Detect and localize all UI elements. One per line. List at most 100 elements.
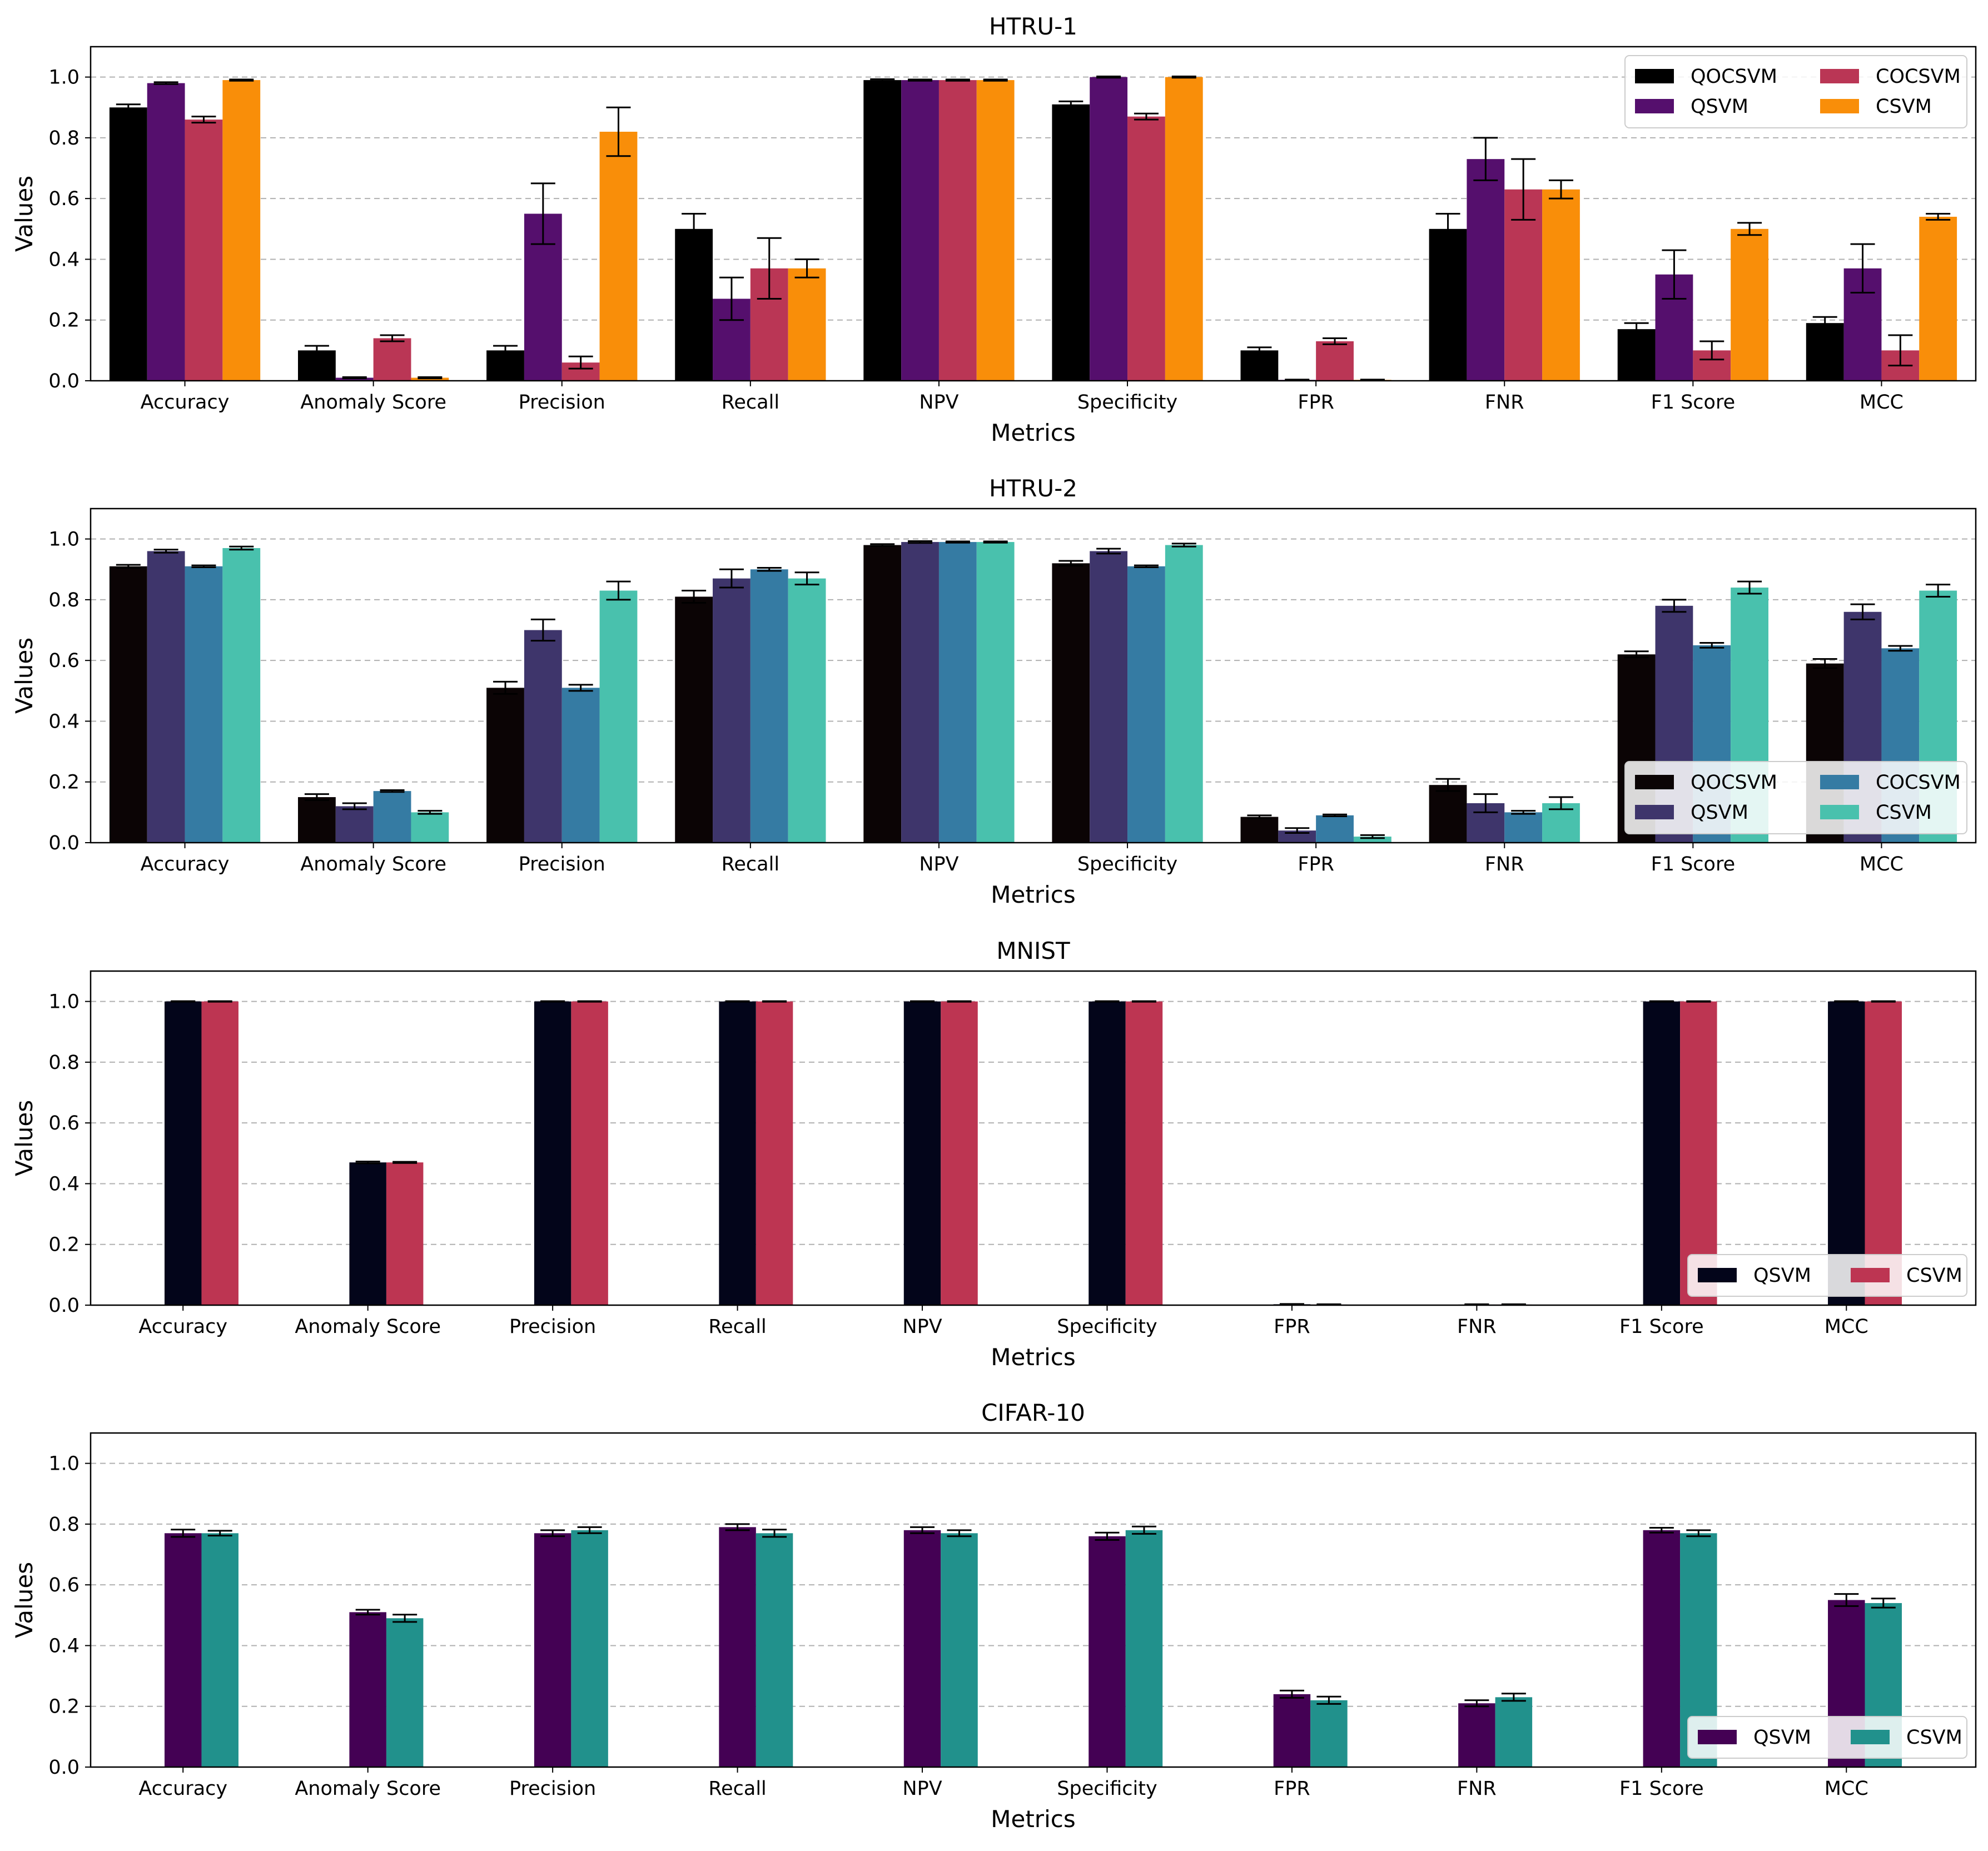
error-bar — [1737, 222, 1762, 236]
error-bar — [983, 78, 1008, 82]
x-tick-label: FNR — [1485, 391, 1524, 414]
error-bar — [606, 580, 631, 601]
error-bar — [762, 1529, 787, 1538]
error-bar — [540, 1529, 565, 1537]
bar-csvm-precision — [599, 131, 638, 381]
error-bar — [392, 1161, 418, 1164]
legend: QSVM CSVM — [1687, 1254, 1967, 1297]
legend-item-qsvm: QSVM — [1698, 1726, 1811, 1749]
bar-cocsvm-recall — [750, 569, 788, 843]
error-bar — [1737, 580, 1762, 595]
legend-item-qsvm: QSVM — [1698, 1265, 1811, 1287]
bar-qsvm-accuracy — [147, 83, 185, 381]
bar-csvm-anomaly-score — [411, 377, 449, 381]
error-bar — [794, 571, 819, 586]
error-bar — [304, 793, 329, 802]
bar-csvm-fnr — [1495, 1697, 1533, 1767]
legend-label: CSVM — [1876, 802, 1932, 824]
bar-csvm-npv — [976, 542, 1015, 843]
error-bar — [757, 567, 782, 572]
x-tick-label: NPV — [919, 391, 958, 414]
error-bar — [1812, 658, 1837, 669]
bar-qocsvm-fpr — [1240, 350, 1279, 381]
error-bar — [1473, 793, 1498, 813]
y-tick-label: 0.2 — [48, 310, 79, 332]
y-axis-label: Values — [11, 1100, 38, 1176]
bar-qsvm-npv — [903, 1001, 941, 1305]
series-csvm — [222, 540, 1957, 843]
error-bar — [153, 81, 178, 85]
bar-qsvm-specificity — [1090, 551, 1128, 843]
bar-cocsvm-fpr — [1316, 815, 1354, 843]
series-qsvm — [164, 1523, 1865, 1767]
x-tick-label: NPV — [919, 853, 958, 875]
y-tick-label: 0.6 — [48, 1112, 79, 1135]
y-tick-label: 0.6 — [48, 188, 79, 210]
series-qsvm — [164, 1000, 1865, 1306]
chart-title: HTRU-1 — [989, 13, 1077, 40]
legend-box — [1624, 761, 1967, 834]
series-qocsvm — [109, 78, 1844, 381]
legend-box — [1687, 1716, 1967, 1759]
legend-item-cocsvm: COCSVM — [1820, 772, 1961, 794]
x-tick-label: FPR — [1298, 391, 1334, 414]
error-bar — [568, 355, 593, 370]
y-tick-label: 0.8 — [48, 1052, 79, 1074]
bar-qocsvm-mcc — [1806, 323, 1844, 381]
error-bar — [342, 802, 367, 810]
error-bar — [530, 618, 555, 642]
x-tick-label: Recall — [722, 853, 779, 875]
error-bar — [1699, 340, 1724, 361]
x-tick-label: Specificity — [1077, 391, 1177, 414]
error-bar — [1662, 599, 1687, 613]
error-bar — [1096, 76, 1121, 79]
legend-label: CSVM — [1906, 1265, 1962, 1287]
error-bar — [1662, 249, 1687, 300]
y-tick-label: 0.8 — [48, 589, 79, 611]
bar-cocsvm-anomaly-score — [373, 791, 411, 843]
legend-swatch — [1820, 775, 1859, 789]
series-qocsvm — [109, 543, 1844, 843]
error-bar — [568, 684, 593, 692]
error-bar — [910, 1000, 935, 1003]
bar-qsvm-precision — [534, 1001, 571, 1305]
bar-qsvm-f1-score — [1643, 1530, 1681, 1767]
bar-qocsvm-specificity — [1052, 104, 1090, 381]
error-bar — [1624, 322, 1649, 336]
legend-label: COCSVM — [1876, 772, 1961, 794]
error-bar — [1435, 778, 1460, 792]
error-bar — [1279, 1303, 1304, 1306]
bar-qocsvm-fpr — [1240, 817, 1279, 843]
legend-swatch — [1635, 775, 1674, 789]
bar-qsvm-accuracy — [147, 551, 185, 843]
chart-panel-cifar-10: CIFAR-10 0.0 0.2 0.4 0.6 0.8 1.0 Accuracy Anomal… — [11, 1399, 1977, 1833]
error-bar — [418, 810, 443, 815]
x-tick-label: Recall — [708, 1778, 766, 1800]
error-bar — [757, 237, 782, 300]
error-bar — [116, 103, 141, 112]
error-bar — [116, 564, 141, 569]
x-tick-label: Accuracy — [138, 1778, 227, 1800]
bar-qsvm-f1-score — [1643, 1001, 1681, 1305]
y-tick-label: 0.6 — [48, 1574, 79, 1596]
bar-qsvm-npv — [901, 80, 939, 381]
x-tick-label: Precision — [519, 391, 605, 414]
x-axis-label: Metrics — [991, 1805, 1075, 1833]
error-bar — [682, 590, 707, 604]
legend-item-csvm: CSVM — [1851, 1726, 1962, 1749]
bar-qocsvm-precision — [486, 688, 524, 843]
legend-box — [1687, 1254, 1967, 1297]
bar-qsvm-fpr — [1273, 1694, 1311, 1767]
bar-qocsvm-specificity — [1052, 563, 1090, 843]
error-bar — [1096, 548, 1121, 555]
x-tick-label: Specificity — [1077, 853, 1177, 875]
bar-qsvm-specificity — [1089, 1001, 1126, 1305]
y-tick-label: 0.0 — [48, 1295, 79, 1317]
bar-cocsvm-fpr — [1316, 341, 1354, 381]
error-bar — [606, 106, 631, 157]
x-tick-label: MCC — [1860, 853, 1903, 875]
legend-swatch — [1698, 1268, 1737, 1282]
y-tick-label: 0.2 — [48, 772, 79, 794]
error-bar — [207, 1000, 232, 1003]
error-bar — [577, 1000, 602, 1003]
